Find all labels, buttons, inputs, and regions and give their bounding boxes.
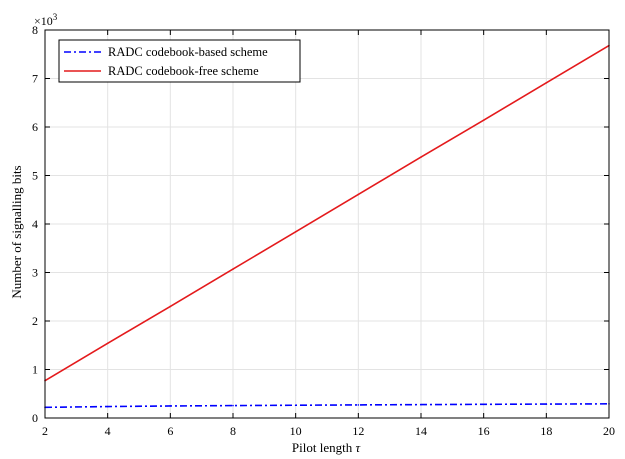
y-tick-label: 8 (32, 23, 38, 37)
x-tick-label: 4 (105, 424, 111, 438)
codebook-free-point (545, 82, 548, 84)
codebook-based-point (482, 403, 485, 406)
legend-label-codebook-based: RADC codebook-based scheme (108, 45, 268, 59)
codebook-based-point (357, 404, 360, 406)
x-tick-label: 14 (415, 424, 427, 438)
x-tick-label: 12 (352, 424, 364, 438)
x-tick-label: 10 (290, 424, 302, 438)
y-tick-label: 0 (32, 411, 38, 425)
y-multiplier-label: ×103 (34, 12, 58, 28)
series-line-codebook-based (44, 403, 610, 409)
codebook-based-point (169, 405, 172, 407)
y-tick-label: 3 (32, 266, 38, 280)
series-line-codebook-free (44, 44, 610, 382)
legend: RADC codebook-based scheme RADC codebook… (58, 39, 301, 83)
y-tick-label: 5 (32, 169, 38, 183)
y-tick-label: 4 (32, 217, 38, 231)
codebook-based-point (420, 403, 422, 406)
legend-label-codebook-free: RADC codebook-free scheme (108, 64, 259, 78)
codebook-based-point (294, 404, 297, 407)
x-tick-label: 2 (42, 424, 48, 438)
y-tick-label: 7 (32, 72, 38, 86)
codebook-free-point (482, 119, 485, 122)
legend-box (58, 39, 301, 83)
codebook-based-point (106, 405, 109, 408)
x-tick-label: 6 (167, 424, 173, 438)
codebook-free-point (357, 193, 360, 196)
x-tick-label: 8 (230, 424, 236, 438)
codebook-free-point (106, 342, 109, 345)
tick-layer (44, 29, 610, 419)
codebook-free-point (294, 230, 297, 233)
y-tick-label: 2 (32, 314, 38, 328)
y-tick-label: 6 (32, 120, 38, 134)
x-tick-label: 20 (603, 424, 615, 438)
codebook-free-point (232, 268, 234, 270)
x-axis-label: Pilot length τ (292, 440, 362, 455)
x-tick-label: 16 (478, 424, 490, 438)
y-tick-label: 1 (32, 363, 38, 377)
codebook-free-point (420, 156, 422, 158)
codebook-based-point (232, 404, 234, 407)
x-tick-label: 18 (540, 424, 552, 438)
y-axis-label: Number of signalling bits (9, 165, 24, 298)
codebook-free-point (169, 305, 172, 308)
codebook-based-point (545, 403, 548, 405)
